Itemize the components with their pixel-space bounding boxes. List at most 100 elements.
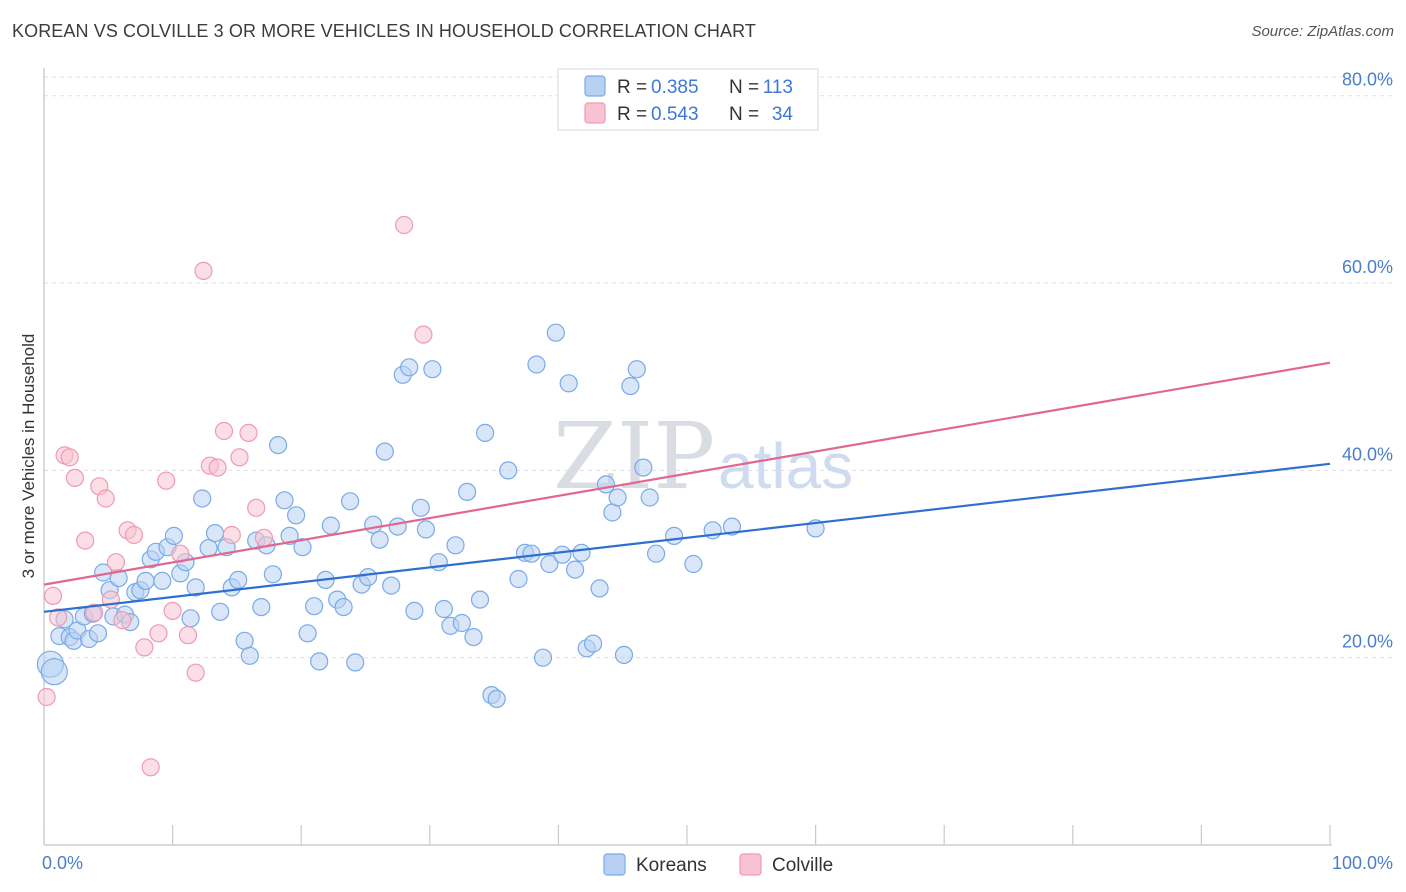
- point-koreans: [240, 646, 259, 665]
- stats-legend: R = 0.385 N = 113 R = 0.543 N = 34: [557, 68, 819, 131]
- point-koreans: [540, 554, 559, 574]
- point-colville: [85, 603, 104, 622]
- point-koreans: [464, 627, 483, 647]
- stats-n-value-colville: 34: [772, 104, 794, 125]
- watermark-atlas: atlas: [718, 430, 853, 502]
- watermark-zip: ZIP: [553, 403, 715, 510]
- point-colville: [65, 468, 85, 487]
- point-koreans: [614, 645, 634, 665]
- point-colville: [254, 528, 273, 547]
- stats-r-value-koreans: 0.385: [651, 77, 699, 98]
- point-koreans: [646, 544, 666, 563]
- point-colville: [163, 601, 182, 621]
- point-koreans: [446, 536, 465, 555]
- point-koreans: [405, 601, 424, 621]
- point-colville: [113, 611, 132, 630]
- point-koreans: [411, 498, 430, 517]
- stats-n-value-koreans: 113: [763, 77, 793, 98]
- point-colville: [141, 758, 160, 777]
- point-colville: [76, 531, 95, 550]
- point-koreans: [423, 360, 442, 379]
- point-koreans: [164, 526, 183, 546]
- series-legend: Koreans Colville: [603, 853, 833, 876]
- point-colville: [178, 626, 198, 645]
- point-koreans: [334, 597, 353, 617]
- y-tick-label-80: 80.0%: [1342, 70, 1393, 90]
- point-koreans: [499, 461, 518, 480]
- legend-swatch-koreans: [603, 853, 626, 876]
- point-koreans: [684, 554, 703, 574]
- point-koreans: [476, 423, 495, 442]
- point-colville: [157, 471, 176, 490]
- point-koreans: [181, 609, 200, 628]
- gridlines: [44, 76, 1394, 659]
- point-koreans: [527, 355, 546, 374]
- point-colville: [106, 553, 126, 572]
- point-koreans: [375, 442, 394, 461]
- point-koreans: [434, 599, 453, 619]
- point-koreans: [590, 579, 609, 598]
- point-koreans: [40, 658, 68, 686]
- point-koreans: [572, 543, 591, 562]
- point-koreans: [280, 526, 299, 546]
- point-colville: [37, 687, 56, 707]
- point-koreans: [546, 323, 565, 342]
- point-koreans: [509, 569, 528, 589]
- point-colville: [230, 448, 249, 467]
- point-colville: [149, 624, 168, 643]
- point-koreans: [293, 538, 312, 557]
- point-colville: [135, 638, 154, 657]
- point-colville: [43, 586, 63, 606]
- point-koreans: [321, 516, 340, 535]
- point-colville: [48, 608, 68, 627]
- point-koreans: [722, 517, 742, 536]
- y-tick-label-60: 60.0%: [1342, 257, 1393, 277]
- point-koreans: [400, 358, 419, 377]
- x-tick-label-max: 100.0%: [1332, 853, 1393, 873]
- point-koreans: [186, 578, 205, 597]
- point-koreans: [458, 482, 477, 501]
- point-koreans: [88, 624, 108, 643]
- point-koreans: [370, 530, 389, 549]
- point-koreans: [382, 576, 401, 595]
- trend-line-colville: [43, 361, 1331, 586]
- point-koreans: [298, 624, 317, 643]
- stats-swatch-koreans: [584, 75, 606, 97]
- y-tick-label-20: 20.0%: [1342, 632, 1393, 652]
- series-colville-points: [37, 215, 433, 777]
- point-koreans: [522, 544, 541, 563]
- point-koreans: [533, 648, 553, 667]
- point-koreans: [252, 597, 271, 617]
- point-koreans: [136, 571, 155, 591]
- stats-swatch-colville: [584, 102, 606, 124]
- point-colville: [60, 448, 79, 467]
- point-koreans: [341, 492, 360, 511]
- point-colville: [239, 423, 258, 442]
- point-koreans: [269, 436, 288, 455]
- point-colville: [247, 498, 266, 517]
- point-colville: [414, 325, 433, 344]
- point-koreans: [287, 506, 306, 525]
- watermark: ZIP atlas: [553, 403, 853, 510]
- point-koreans: [583, 634, 603, 653]
- point-koreans: [346, 653, 365, 672]
- point-koreans: [640, 488, 659, 507]
- stats-n-label-koreans: N =: [729, 77, 759, 98]
- point-koreans: [621, 377, 640, 396]
- point-colville: [395, 215, 414, 235]
- point-koreans: [596, 475, 616, 494]
- point-koreans: [388, 517, 407, 536]
- point-koreans: [359, 567, 378, 587]
- point-koreans: [565, 560, 585, 579]
- point-colville: [222, 525, 241, 545]
- source-credit: Source: ZipAtlas.com: [1251, 23, 1394, 40]
- x-ticks: [43, 825, 1331, 845]
- point-koreans: [634, 458, 653, 477]
- point-koreans: [664, 526, 684, 546]
- stats-n-label-colville: N =: [729, 104, 759, 125]
- stats-r-value-colville: 0.543: [651, 104, 699, 125]
- point-koreans: [193, 489, 212, 508]
- point-koreans: [310, 652, 329, 671]
- point-koreans: [470, 590, 490, 609]
